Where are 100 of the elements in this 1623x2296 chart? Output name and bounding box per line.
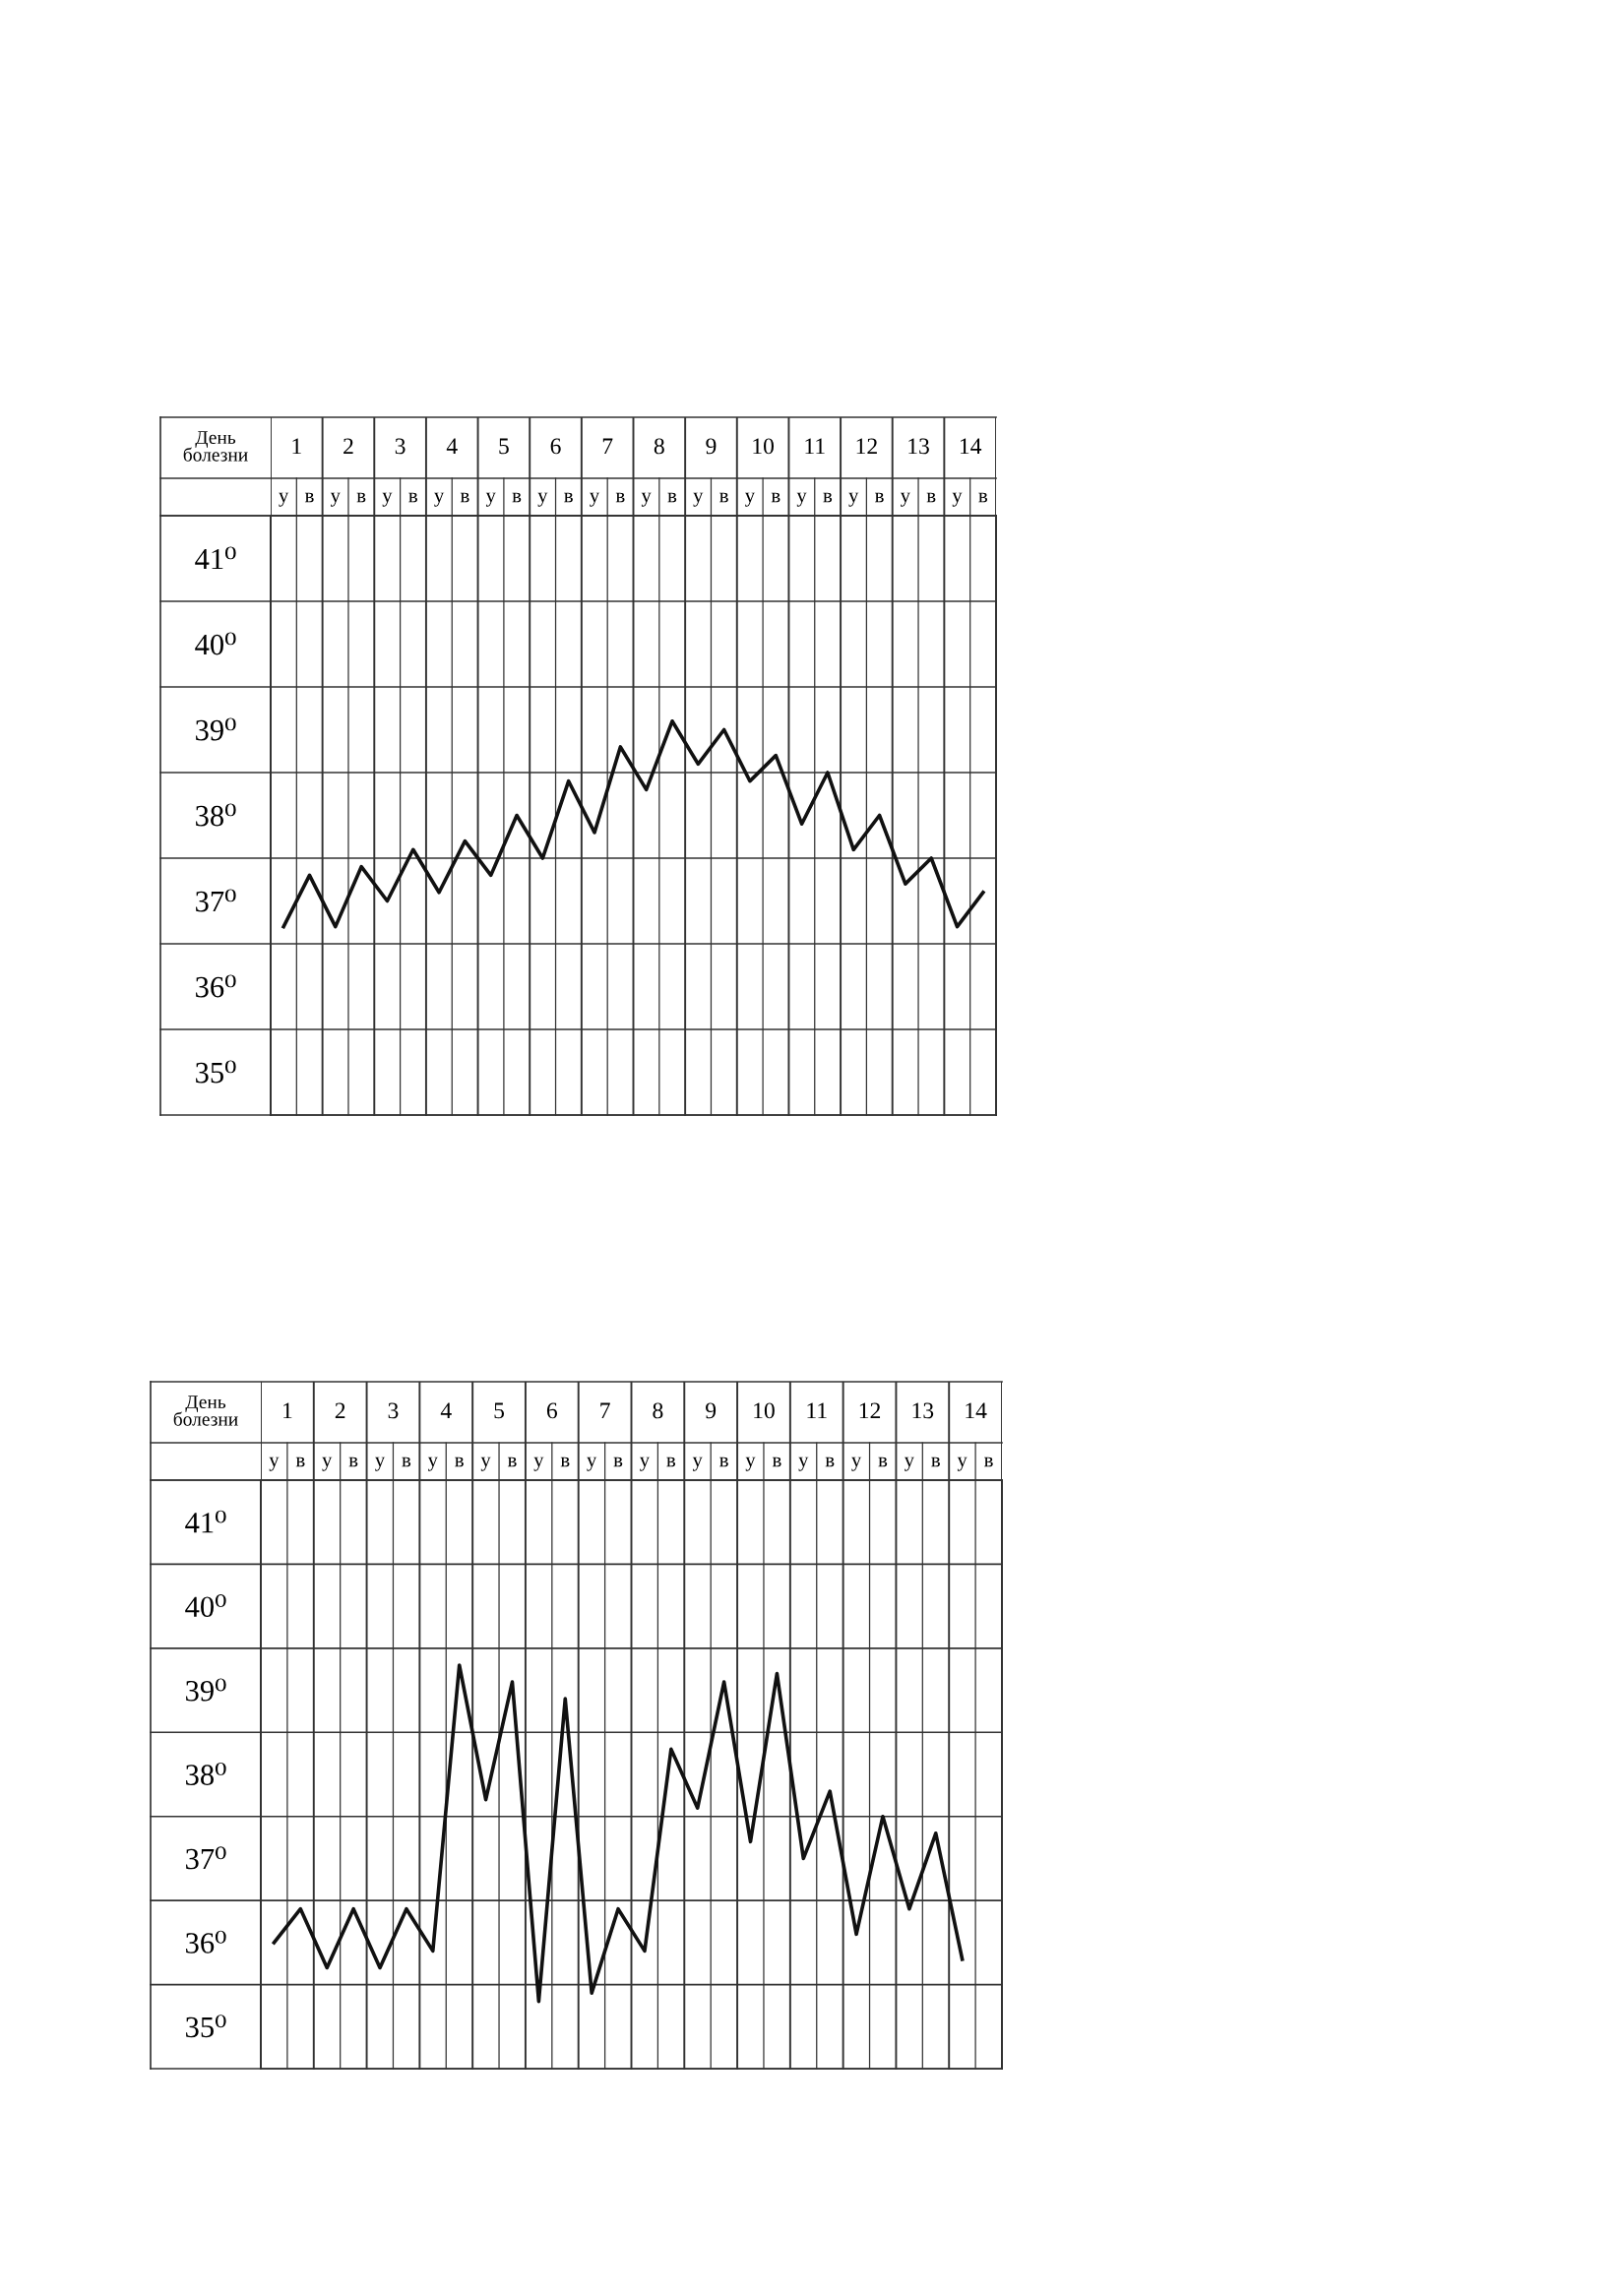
x-tick-label: у bbox=[269, 1457, 280, 1471]
x-tick-label: у bbox=[434, 492, 445, 507]
x-tick-label: в bbox=[823, 492, 833, 503]
x-tick-label: в bbox=[772, 1457, 781, 1467]
x-tick-label: у bbox=[639, 1457, 651, 1471]
line-series bbox=[272, 1663, 965, 2004]
x2-tick-label: 1 bbox=[292, 438, 301, 455]
x-tick-label: в bbox=[615, 492, 625, 503]
x-tick-label: у bbox=[957, 1457, 968, 1471]
x-tick-label: у bbox=[952, 492, 963, 507]
y-tick-label: 37⁰ bbox=[186, 1846, 226, 1870]
x-tick-label: в bbox=[878, 1457, 888, 1467]
y-tick-label: 41⁰ bbox=[195, 546, 236, 570]
x2-tick-label: 5 bbox=[499, 438, 509, 455]
x-tick-label: в bbox=[460, 492, 469, 503]
x-tick-label: в bbox=[931, 1457, 940, 1467]
x2-tick-label: 13 bbox=[912, 1402, 934, 1419]
x-tick-label: в bbox=[926, 492, 936, 503]
x-tick-label: у bbox=[427, 1457, 438, 1471]
x-tick-label: у bbox=[745, 1457, 756, 1471]
x2-tick-label: 3 bbox=[388, 1402, 399, 1419]
y-tick-label: 35⁰ bbox=[186, 2015, 226, 2038]
x-tick-label: в bbox=[875, 492, 884, 503]
x-tick-label: у bbox=[900, 492, 910, 507]
x-tick-label: у bbox=[798, 1457, 809, 1471]
x-tick-label: у bbox=[692, 1457, 703, 1471]
y-tick-label: 35⁰ bbox=[196, 1060, 236, 1084]
x2-tick-label: 8 bbox=[654, 438, 664, 455]
x-tick-label: у bbox=[851, 1457, 862, 1471]
x-tick-label: у bbox=[744, 492, 756, 507]
line-series bbox=[281, 718, 985, 929]
y-tick-label: 36⁰ bbox=[186, 1930, 226, 1954]
x-tick-label: у bbox=[533, 1457, 544, 1471]
x2-tick-label: 8 bbox=[653, 1402, 663, 1419]
x-tick-label: в bbox=[825, 1457, 835, 1467]
x2-tick-label: 14 bbox=[960, 438, 982, 455]
x-tick-label: у bbox=[485, 492, 496, 507]
x-tick-label: у bbox=[382, 492, 393, 507]
x2-tick-label: 7 bbox=[600, 1402, 610, 1419]
x2-tick-label: 3 bbox=[395, 438, 406, 455]
x-tick-label: в bbox=[771, 492, 780, 503]
x2-tick-label: 11 bbox=[805, 438, 825, 455]
x-tick-label: у bbox=[330, 492, 341, 507]
x-tick-label: в bbox=[666, 1457, 676, 1467]
x-tick-label: в bbox=[507, 1457, 517, 1467]
x-tick-label: у bbox=[904, 1457, 914, 1471]
x-tick-label: в bbox=[719, 1457, 728, 1467]
x2-tick-label: 11 bbox=[807, 1402, 827, 1419]
y-tick-label: 39⁰ bbox=[186, 1678, 226, 1702]
x-tick-label: у bbox=[322, 1457, 333, 1471]
x-tick-label: в bbox=[613, 1457, 623, 1467]
x2-tick-label: 5 bbox=[494, 1402, 505, 1419]
x2-tick-label: 6 bbox=[550, 438, 561, 455]
x2-tick-label: 4 bbox=[440, 1402, 452, 1419]
x-tick-label: в bbox=[978, 492, 988, 503]
x-tick-label: в bbox=[356, 492, 366, 503]
x2-tick-label: 6 bbox=[546, 1402, 558, 1419]
x-tick-label: в bbox=[564, 492, 573, 503]
x-tick-label: у bbox=[587, 1457, 597, 1471]
x2-tick-label: 12 bbox=[859, 1402, 881, 1419]
x2-tick-label: 7 bbox=[602, 438, 613, 455]
x-tick-label: у bbox=[848, 492, 859, 507]
x2-tick-label: 13 bbox=[908, 438, 929, 455]
x-tick-label: у bbox=[375, 1457, 386, 1471]
y-tick-label: 37⁰ bbox=[196, 889, 236, 912]
x2-axis-title: День болезни bbox=[183, 431, 248, 462]
x2-tick-label: 9 bbox=[706, 438, 717, 455]
x-tick-label: в bbox=[348, 1457, 358, 1467]
x-tick-label: в bbox=[295, 1457, 305, 1467]
x-tick-label: у bbox=[796, 492, 807, 507]
x2-tick-label: 10 bbox=[753, 438, 775, 455]
y-tick-label: 40⁰ bbox=[195, 632, 236, 655]
y-tick-label: 38⁰ bbox=[186, 1762, 226, 1785]
x2-tick-label: 9 bbox=[706, 1402, 717, 1419]
x2-tick-label: 1 bbox=[283, 1402, 292, 1419]
y-tick-label: 36⁰ bbox=[196, 974, 236, 998]
x-tick-label: у bbox=[693, 492, 704, 507]
x2-tick-label: 2 bbox=[335, 1402, 345, 1419]
x-tick-label: у bbox=[641, 492, 652, 507]
x-tick-label: у bbox=[279, 492, 289, 507]
x-tick-label: в bbox=[304, 492, 314, 503]
x2-tick-label: 14 bbox=[966, 1402, 987, 1419]
x-tick-label: в bbox=[560, 1457, 570, 1467]
x-tick-label: в bbox=[984, 1457, 993, 1467]
x2-tick-label: 12 bbox=[856, 438, 877, 455]
x-tick-label: у bbox=[590, 492, 600, 507]
x-tick-label: в bbox=[455, 1457, 464, 1467]
y-tick-label: 40⁰ bbox=[185, 1594, 226, 1618]
x-tick-label: в bbox=[512, 492, 522, 503]
x-tick-label: в bbox=[667, 492, 677, 503]
x2-tick-label: 4 bbox=[446, 438, 458, 455]
x-tick-label: у bbox=[537, 492, 548, 507]
y-tick-label: 38⁰ bbox=[196, 803, 236, 827]
x2-tick-label: 2 bbox=[343, 438, 353, 455]
x-tick-label: в bbox=[719, 492, 728, 503]
x-tick-label: в bbox=[402, 1457, 411, 1467]
x-tick-label: в bbox=[408, 492, 417, 503]
x2-axis-title: День болезни bbox=[173, 1396, 238, 1426]
y-tick-label: 41⁰ bbox=[185, 1510, 226, 1533]
x2-tick-label: 10 bbox=[754, 1402, 775, 1419]
